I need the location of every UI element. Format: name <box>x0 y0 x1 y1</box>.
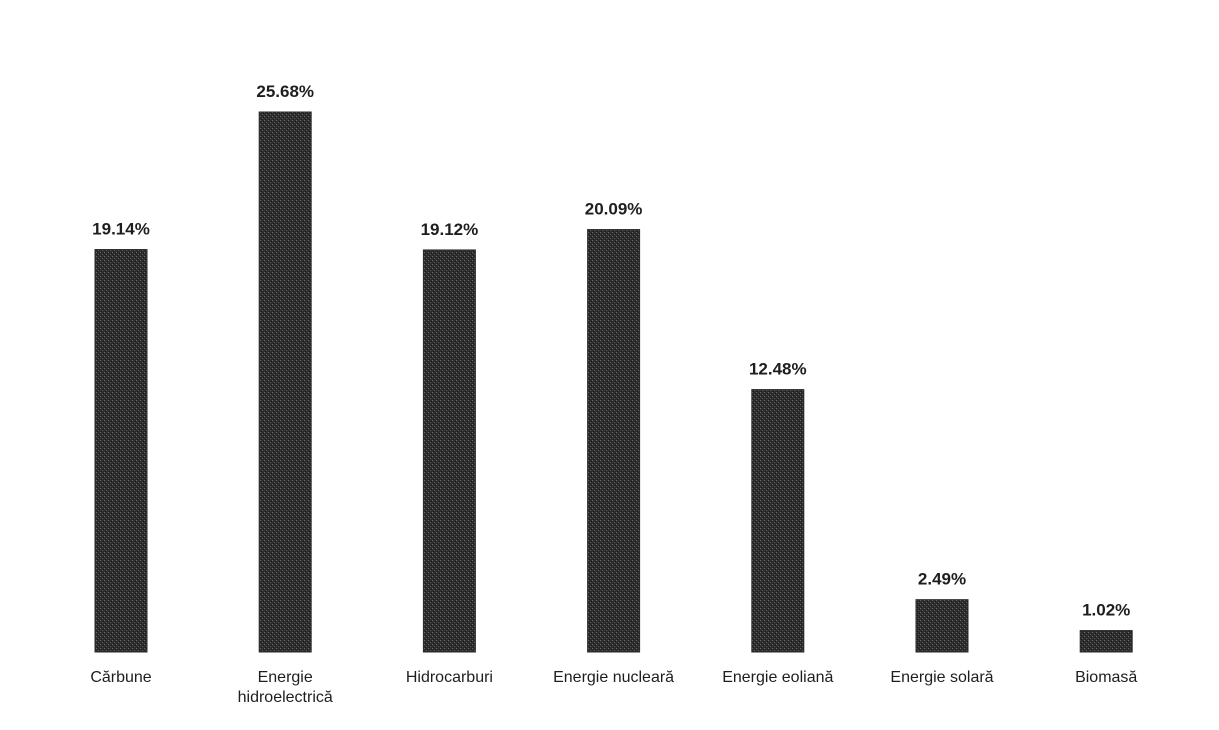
category-labels-group: Cărbune Energie hidroelectrică Hidrocarburi… <box>90 669 1137 706</box>
bars-group <box>94 111 1133 653</box>
value-label: 2.49% <box>918 570 966 589</box>
bar <box>587 229 641 653</box>
value-label: 12.48% <box>749 360 807 379</box>
value-label: 19.14% <box>92 220 150 239</box>
category-label: Hidrocarburi <box>406 669 493 686</box>
category-label: Biomasă <box>1075 669 1137 686</box>
bar <box>422 249 476 653</box>
value-label: 20.09% <box>585 200 643 219</box>
value-label: 1.02% <box>1082 601 1130 620</box>
bar <box>94 249 148 653</box>
category-label: Energie solară <box>890 669 993 686</box>
value-labels-group: 19.14% 25.68% 19.12% 20.09% 12.48% 2.49% 1.02% <box>92 82 1130 620</box>
category-label: Energie eoliană <box>722 669 833 686</box>
bar <box>258 111 312 653</box>
category-label: Cărbune <box>90 669 151 686</box>
bar <box>915 599 969 653</box>
category-label: Energie nucleară <box>553 669 674 686</box>
value-label: 25.68% <box>256 82 314 101</box>
value-label: 19.12% <box>421 220 479 239</box>
bar <box>1079 630 1133 653</box>
bar <box>751 389 805 653</box>
category-label: Energie hidroelectrică <box>238 669 333 706</box>
